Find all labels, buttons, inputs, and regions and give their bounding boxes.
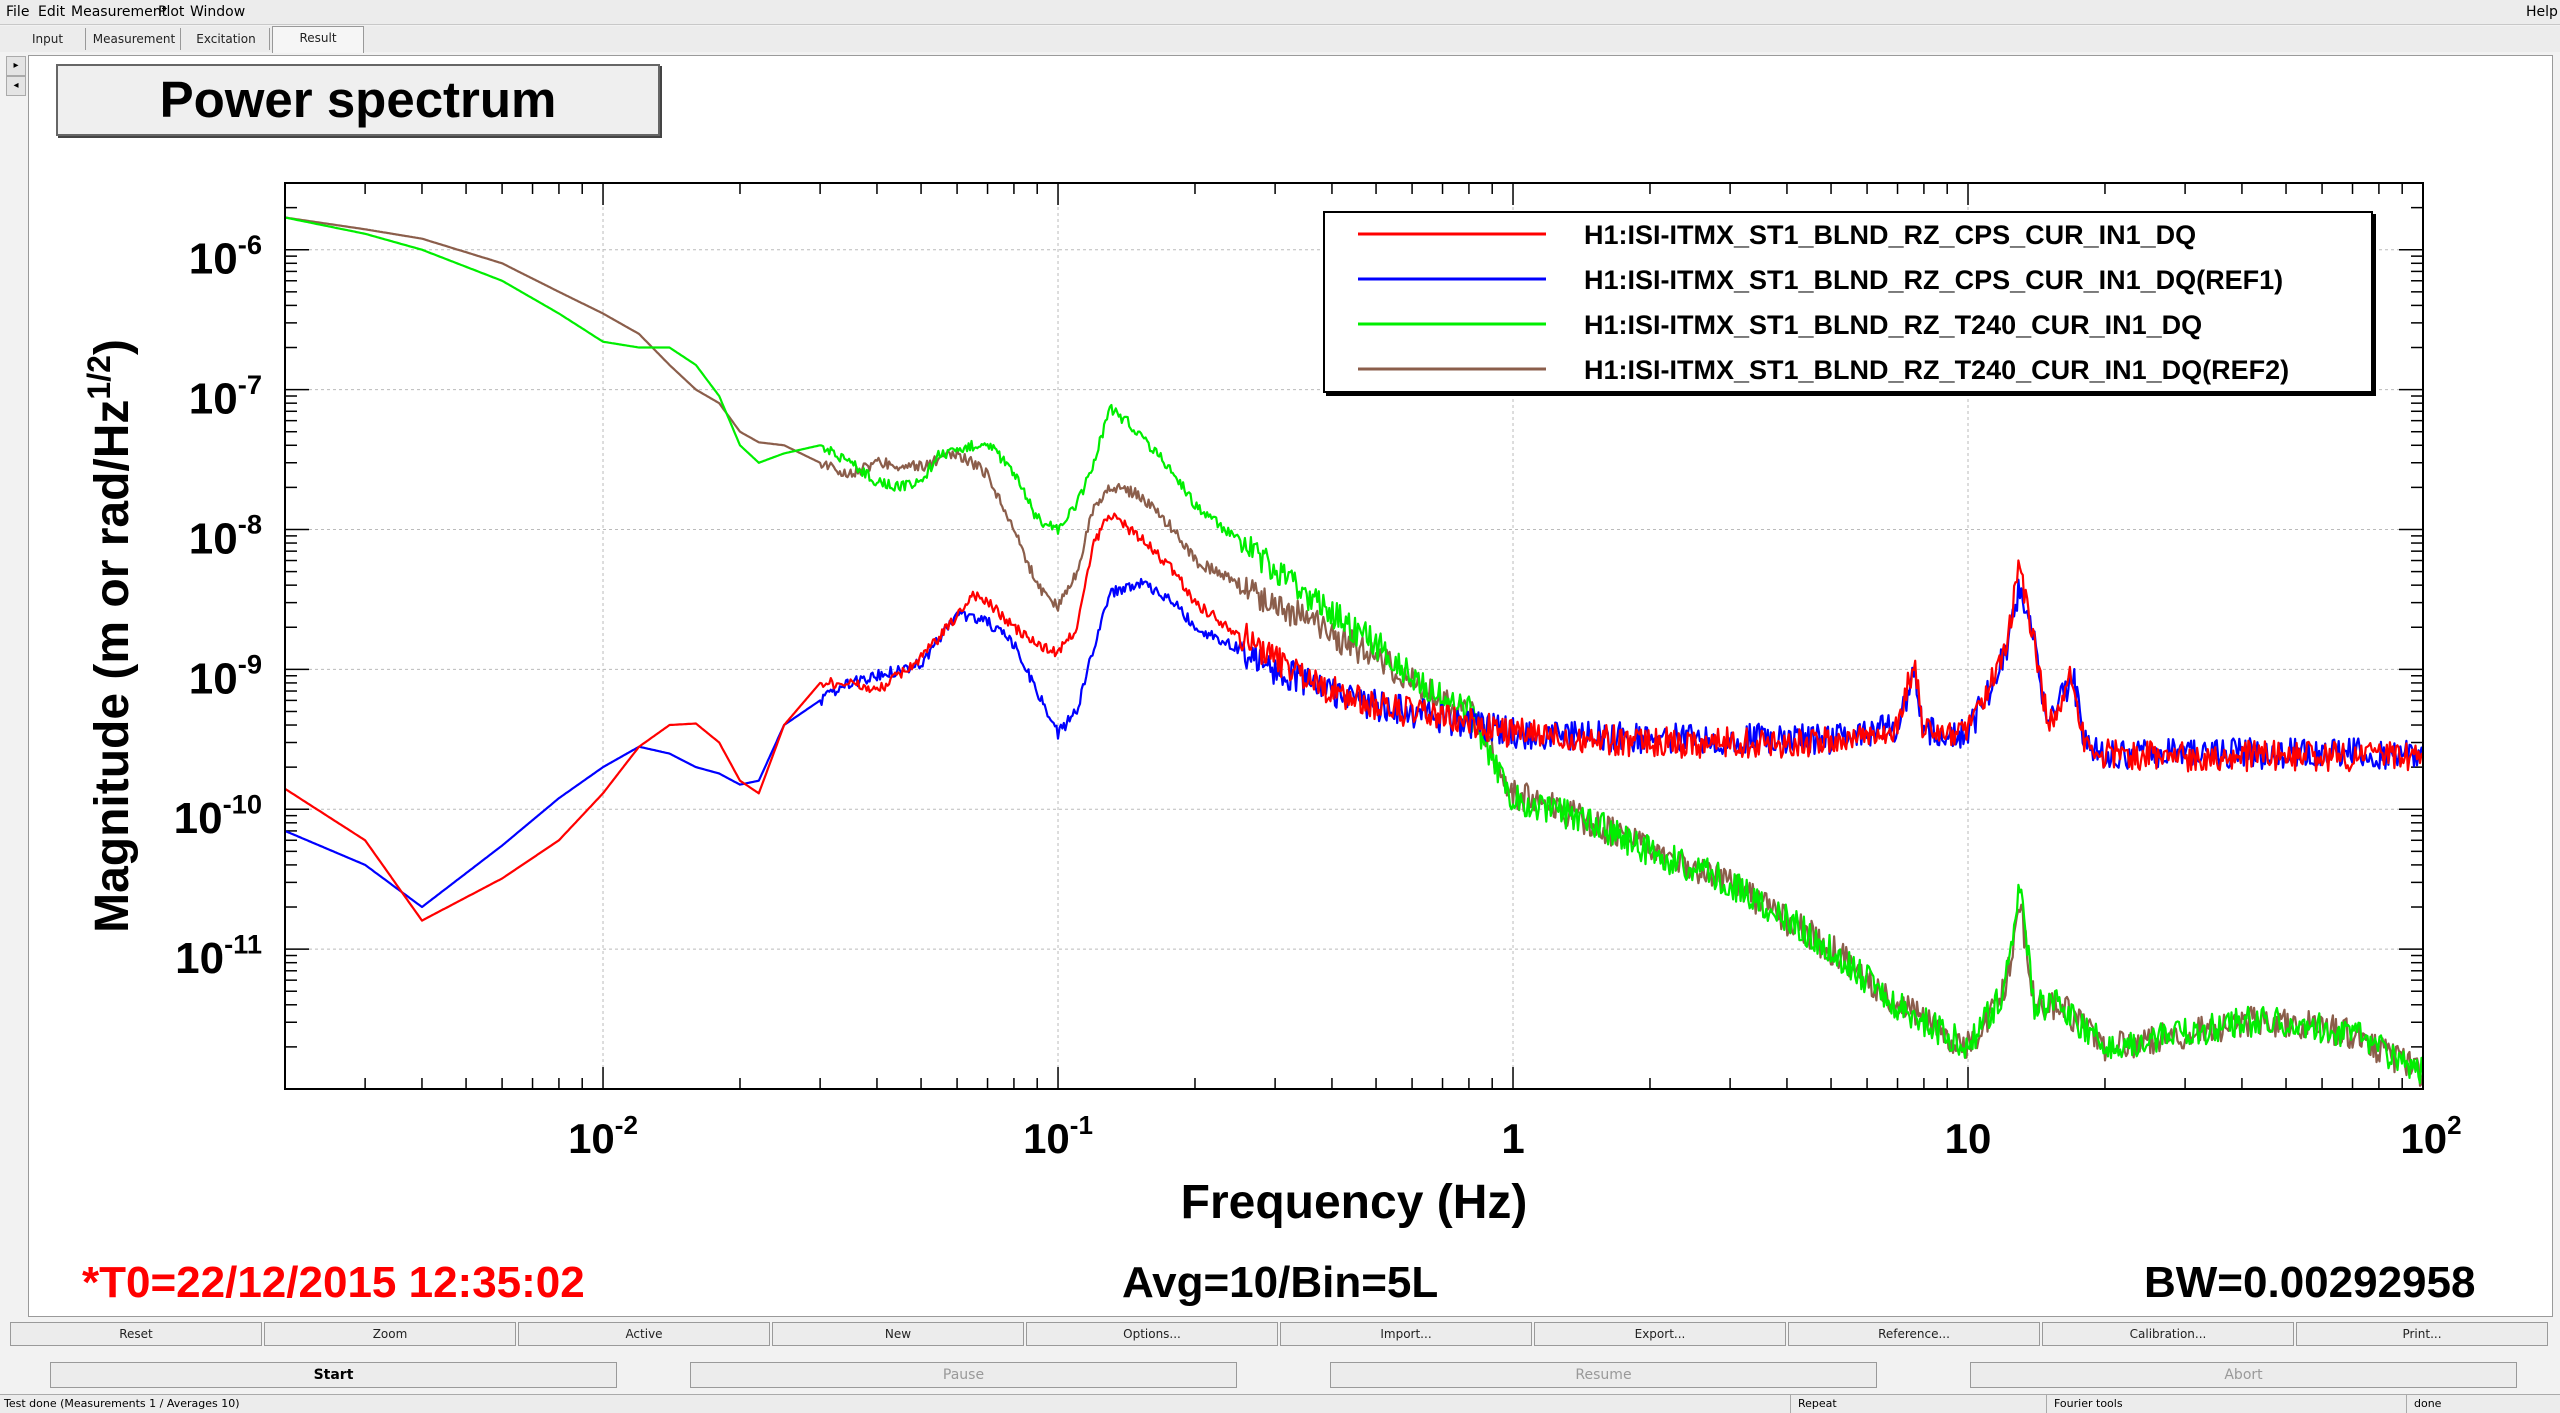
reference-button[interactable]: Reference... [1788,1322,2040,1346]
series-line [285,216,2423,1087]
chart-legend: H1:ISI-ITMX_ST1_BLND_RZ_CPS_CUR_IN1_DQ H1… [1323,211,2373,393]
y-tick-labels: 10-6 10-7 10-8 10-9 10-10 10-11 [174,229,262,983]
tab-excitation[interactable]: Excitation [183,28,270,50]
plot-frame [284,182,2424,1090]
tick-label: 10-8 [189,509,262,564]
averages-label: Avg=10/Bin=5L [1122,1258,1439,1307]
tab-result[interactable]: Result [272,26,364,53]
bandwidth-label: BW=0.00292958 [2144,1258,2476,1307]
resume-button[interactable]: Resume [1330,1362,1877,1388]
reset-button[interactable]: Reset [10,1322,262,1346]
tab-measurement[interactable]: Measurement [88,28,181,50]
status-fourier-tools: Fourier tools [2054,1397,2123,1410]
tick-label: 10-11 [175,928,262,983]
plot-title: Power spectrum [56,64,660,136]
calibration-button[interactable]: Calibration... [2042,1322,2294,1346]
legend-label: H1:ISI-ITMX_ST1_BLND_RZ_CPS_CUR_IN1_DQ [1584,220,2196,250]
collapse-arrow-icon[interactable]: ◂ [6,76,26,96]
menu-edit[interactable]: Edit [38,4,66,20]
t0-label: *T0=22/12/2015 12:35:02 [82,1258,585,1307]
start-button[interactable]: Start [50,1362,617,1388]
export-button[interactable]: Export... [1534,1322,1786,1346]
plot-toolbar: Reset Zoom Active New Options... Import.… [10,1322,2555,1346]
tick-label: 10 [1945,1115,1992,1162]
tick-label: 1 [1501,1115,1524,1162]
tick-label: 10-6 [189,229,262,284]
tick-label: 10-7 [189,369,262,424]
options-button[interactable]: Options... [1026,1322,1278,1346]
menu-measurement[interactable]: Measurement [71,4,168,20]
zoom-button[interactable]: Zoom [264,1322,516,1346]
active-button[interactable]: Active [518,1322,770,1346]
tick-label: 10-2 [568,1110,638,1162]
new-button[interactable]: New [772,1322,1024,1346]
y-axis-label: Magnitude (m or rad/Hz1/2) [81,339,139,933]
x-axis-label: Frequency (Hz) [1181,1176,1528,1229]
x-tick-labels: 10-2 10-1 1 10 102 [568,1110,2462,1162]
tick-label: 10-10 [174,788,262,843]
print-button[interactable]: Print... [2296,1322,2548,1346]
tab-bar: Input Measurement Excitation Result [0,26,2560,53]
menu-bar: File Edit Measurement Plot Window Help [0,0,2560,25]
import-button[interactable]: Import... [1280,1322,1532,1346]
menu-file[interactable]: File [6,4,30,20]
status-message: Test done (Measurements 1 / Averages 10) [4,1397,240,1410]
power-spectrum-chart[interactable]: 10-2 10-1 1 10 102 10-610-710-810-910-1010-1… [0,0,2560,1330]
expand-arrow-icon[interactable]: ▸ [6,56,26,76]
chart-series [285,216,2423,1087]
status-state: done [2414,1397,2442,1410]
abort-button[interactable]: Abort [1970,1362,2517,1388]
menu-plot[interactable]: Plot [158,4,185,20]
series-line [285,216,2423,1085]
tab-input[interactable]: Input [10,28,86,50]
measurement-controls: Start Pause Resume Abort [10,1362,2555,1388]
status-bar: Test done (Measurements 1 / Averages 10)… [0,1394,2560,1413]
tick-label: 10-1 [1023,1110,1093,1162]
menu-help[interactable]: Help [2526,4,2558,20]
legend-label: H1:ISI-ITMX_ST1_BLND_RZ_T240_CUR_IN1_DQ(… [1584,355,2289,385]
legend-label: H1:ISI-ITMX_ST1_BLND_RZ_T240_CUR_IN1_DQ [1584,310,2202,340]
legend-label: H1:ISI-ITMX_ST1_BLND_RZ_CPS_CUR_IN1_DQ(R… [1584,265,2283,295]
series-line [285,512,2423,922]
menu-window[interactable]: Window [190,4,246,20]
tick-label: 102 [2400,1110,2461,1162]
pause-button[interactable]: Pause [690,1362,1237,1388]
series-line [285,577,2423,909]
tick-label: 10-9 [189,649,262,704]
status-repeat: Repeat [1798,1397,1837,1410]
